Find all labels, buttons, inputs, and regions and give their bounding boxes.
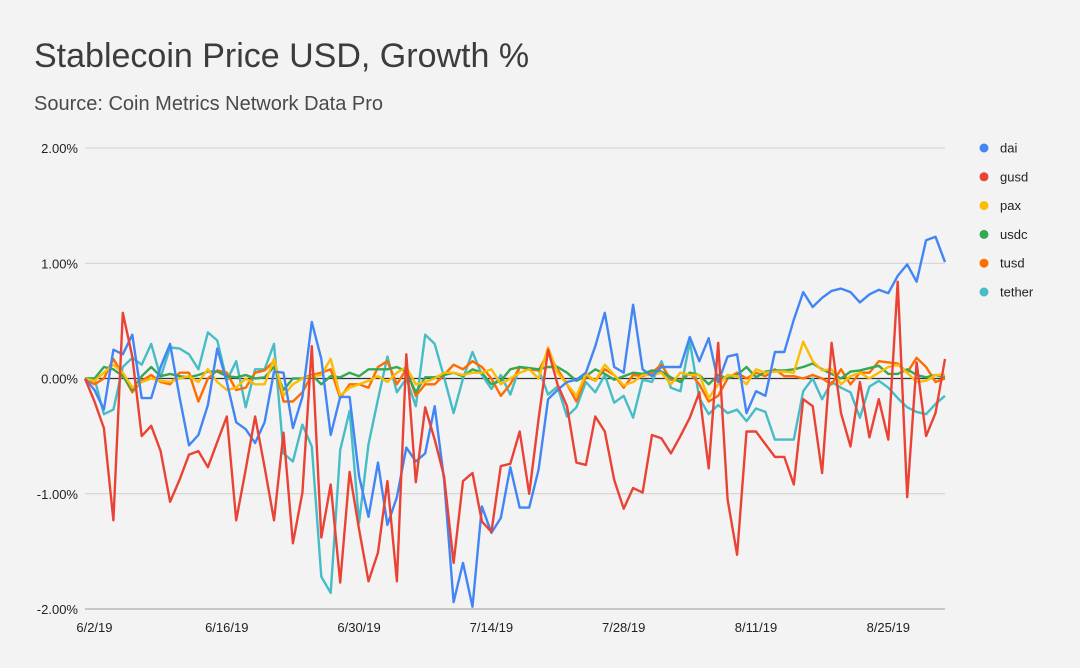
legend-swatch-usdc bbox=[979, 229, 989, 239]
x-axis-ticks: 6/2/19 6/16/19 6/30/19 7/14/19 7/28/19 8/11/1… bbox=[76, 620, 910, 635]
legend-label-usdc: usdc bbox=[1000, 227, 1028, 242]
legend: dai gusd pax usdc tusd tether bbox=[979, 141, 1034, 300]
legend-label-dai: dai bbox=[1000, 141, 1017, 156]
x-tick-label: 8/11/19 bbox=[735, 620, 777, 635]
legend-label-tusd: tusd bbox=[1000, 256, 1025, 271]
chart-title: Stablecoin Price USD, Growth % bbox=[34, 37, 529, 75]
series-line-gusd bbox=[83, 280, 947, 584]
y-tick-label: -2.00% bbox=[37, 602, 79, 617]
y-tick-label: 2.00% bbox=[41, 141, 78, 156]
legend-swatch-dai bbox=[979, 143, 989, 153]
x-tick-label: 6/30/19 bbox=[337, 620, 380, 635]
x-tick-label: 6/16/19 bbox=[205, 620, 248, 635]
chart-subtitle: Source: Coin Metrics Network Data Pro bbox=[34, 93, 383, 115]
legend-swatch-tusd bbox=[979, 258, 989, 268]
y-tick-label: 0.00% bbox=[41, 372, 78, 387]
y-tick-label: -1.00% bbox=[37, 487, 79, 502]
legend-label-gusd: gusd bbox=[1000, 169, 1028, 184]
legend-swatch-tether bbox=[979, 287, 989, 297]
x-tick-label: 7/14/19 bbox=[470, 620, 513, 635]
x-tick-label: 7/28/19 bbox=[602, 620, 645, 635]
legend-swatch-pax bbox=[979, 201, 989, 211]
legend-label-tether: tether bbox=[1000, 285, 1034, 300]
legend-label-pax: pax bbox=[1000, 198, 1021, 213]
series-lines bbox=[83, 235, 947, 608]
x-tick-label: 6/2/19 bbox=[76, 620, 112, 635]
series-line-usdc bbox=[85, 362, 946, 394]
x-tick-label: 8/25/19 bbox=[867, 620, 910, 635]
legend-swatch-gusd bbox=[979, 172, 989, 182]
series-line-dai bbox=[84, 235, 947, 608]
y-tick-label: 1.00% bbox=[41, 256, 78, 271]
y-axis-ticks: 2.00% 1.00% 0.00% -1.00% -2.00% bbox=[37, 141, 79, 617]
